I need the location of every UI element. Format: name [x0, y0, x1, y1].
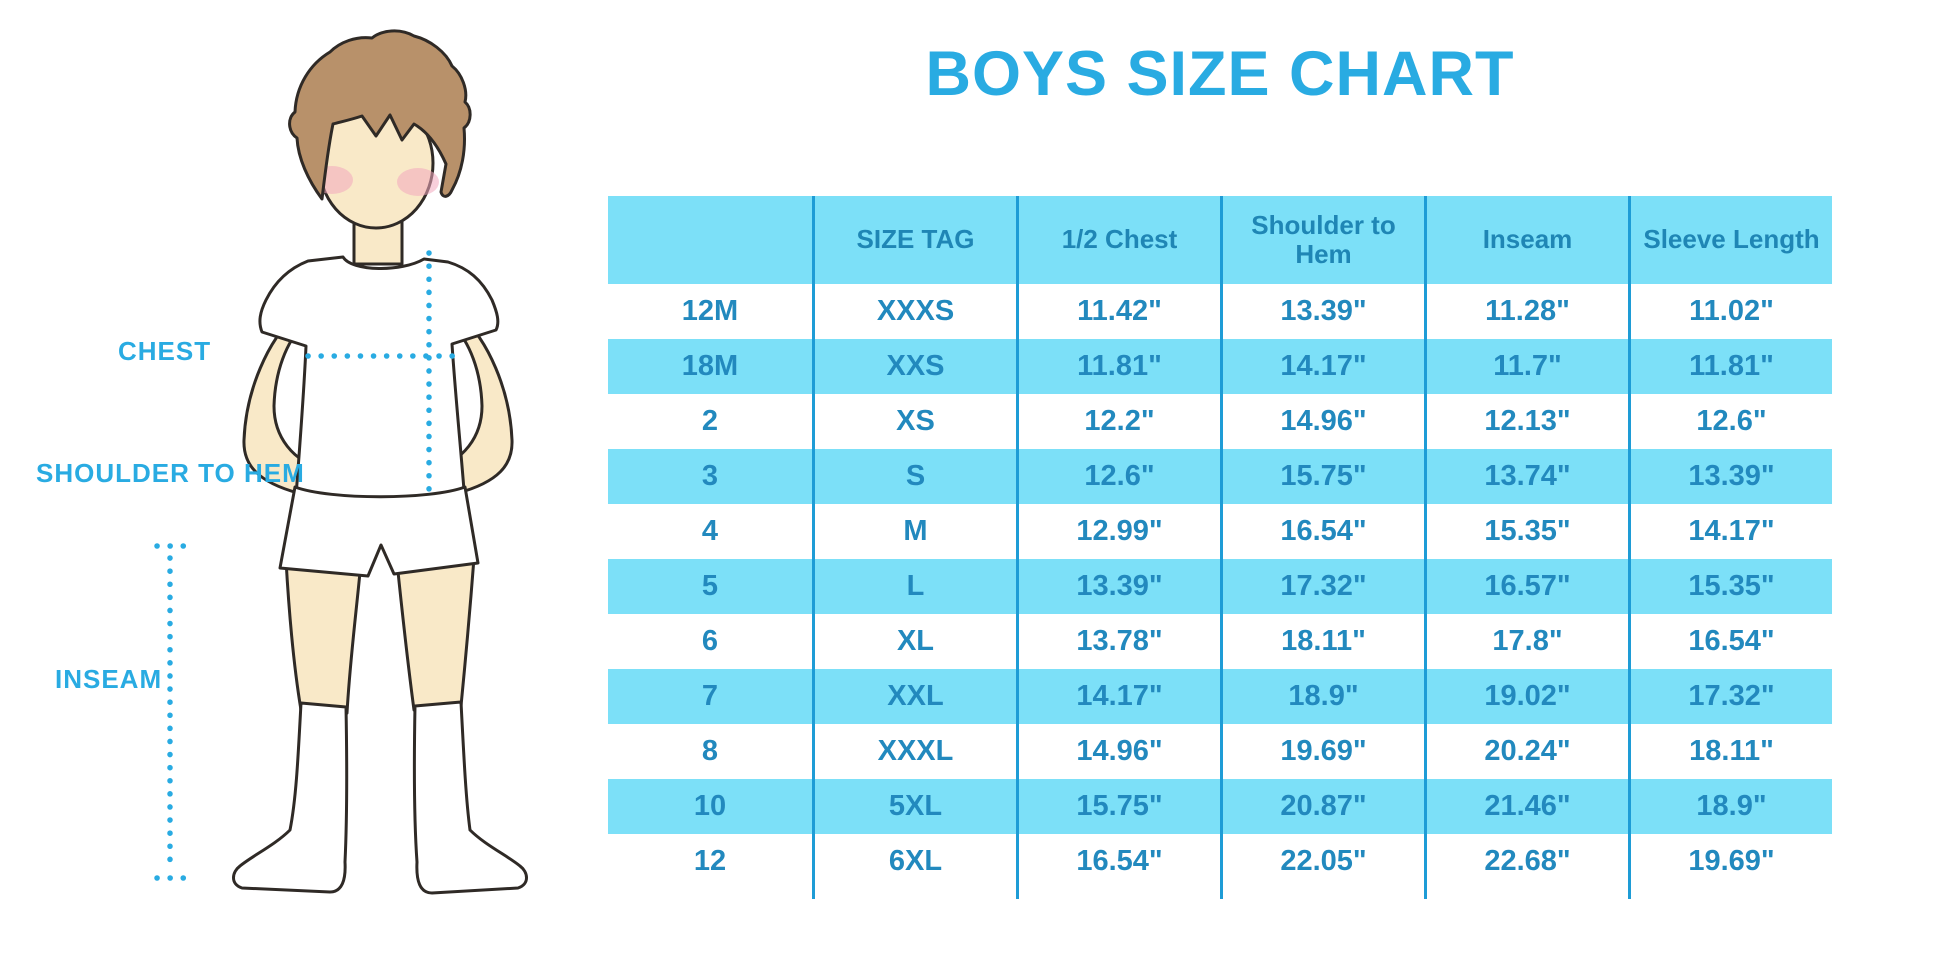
table-cell: 22.68" — [1424, 834, 1628, 889]
table-cell: L — [812, 559, 1016, 614]
table-cell: 16.57" — [1424, 559, 1628, 614]
table-cell: 17.8" — [1424, 614, 1628, 669]
table-cell: 22.05" — [1220, 834, 1424, 889]
table-cell: 17.32" — [1220, 559, 1424, 614]
inseam-label: INSEAM — [55, 664, 163, 694]
table-cell: XXXS — [812, 284, 1016, 339]
table-cell: 15.75" — [1016, 779, 1220, 834]
table-cell: 15.75" — [1220, 449, 1424, 504]
table-cell: 20.24" — [1424, 724, 1628, 779]
divider-stub — [1016, 889, 1220, 899]
table-header-shoulder-to-hem: Shoulder to Hem — [1220, 196, 1424, 284]
table-header-inseam: Inseam — [1424, 196, 1628, 284]
row-size-label: 5 — [608, 559, 812, 614]
table-cell: 11.28" — [1424, 284, 1628, 339]
table-cell: 12.6" — [1016, 449, 1220, 504]
table-cell: 18.9" — [1220, 669, 1424, 724]
row-size-label: 12M — [681, 295, 739, 327]
boy-hair — [288, 29, 472, 201]
table-cell: 19.69" — [1628, 834, 1832, 889]
boy-right-sock — [412, 700, 528, 895]
boy-illustration: CHEST SHOULDER TO HEM INSEAM — [0, 0, 640, 973]
divider-stub — [608, 889, 812, 899]
row-size-label: 6 — [701, 625, 719, 657]
boy-shorts — [278, 485, 480, 578]
divider-stub — [812, 889, 1016, 899]
row-size-label: 2 — [701, 405, 719, 437]
table-cell: 19.69" — [1220, 724, 1424, 779]
table-cell: 13.39" — [1220, 284, 1424, 339]
table-cell: 11.02" — [1628, 284, 1832, 339]
table-cell: 12.2" — [1016, 394, 1220, 449]
table-cell: XXS — [812, 339, 1016, 394]
table-cell: 6XL — [812, 834, 1016, 889]
shoulder-to-hem-label: SHOULDER TO HEM — [36, 458, 305, 488]
table-cell: 16.54" — [1628, 614, 1832, 669]
table-cell: 5XL — [812, 779, 1016, 834]
inseam-measure-line — [154, 543, 196, 881]
table-cell: 15.35" — [1424, 504, 1628, 559]
table-cell: 18.11" — [1628, 724, 1832, 779]
table-cell: 14.96" — [1220, 394, 1424, 449]
boy-figure-graphic — [154, 29, 528, 895]
table-cell: XS — [812, 394, 1016, 449]
table-header-half-chest: 1/2 Chest — [1016, 196, 1220, 284]
row-size-label: 8 — [701, 735, 719, 767]
table-cell: XXL — [812, 669, 1016, 724]
page-title: BOYS SIZE CHART — [925, 39, 1515, 109]
table-cell: 14.96" — [1016, 724, 1220, 779]
table-cell: 11.42" — [1016, 284, 1220, 339]
chest-label: CHEST — [118, 336, 212, 366]
table-cell: 14.17" — [1628, 504, 1832, 559]
boy-right-blush — [397, 168, 439, 196]
table-cell: 12.13" — [1424, 394, 1628, 449]
table-cell: 16.54" — [1016, 834, 1220, 889]
table-cell: 16.54" — [1220, 504, 1424, 559]
table-cell: 11.7" — [1424, 339, 1628, 394]
row-size-label: 3 — [608, 449, 812, 504]
table-header-sleeve-length: Sleeve Length — [1628, 196, 1832, 284]
table-header-size-tag: SIZE TAG — [812, 196, 1016, 284]
table-cell: 19.02" — [1424, 669, 1628, 724]
divider-stub — [1628, 889, 1832, 899]
row-size-label: 10 — [608, 779, 812, 834]
table-cell: 20.87" — [1220, 779, 1424, 834]
table-cell: 14.17" — [1016, 669, 1220, 724]
table-cell: 13.78" — [1016, 614, 1220, 669]
table-cell: 18.9" — [1628, 779, 1832, 834]
row-size-label: 18M — [608, 339, 812, 394]
row-size-label: 7 — [608, 669, 812, 724]
table-cell: 11.81" — [1628, 339, 1832, 394]
boy-left-leg — [284, 558, 363, 715]
table-cell: 13.39" — [1628, 449, 1832, 504]
table-cell: 11.81" — [1016, 339, 1220, 394]
divider-stub — [1220, 889, 1424, 899]
row-size-label: 4 — [701, 515, 719, 547]
table-cell: 15.35" — [1628, 559, 1832, 614]
table-cell: 13.39" — [1016, 559, 1220, 614]
table-cell: XL — [812, 614, 1016, 669]
size-table: SIZE TAG 1/2 Chest Shoulder to Hem Insea… — [608, 196, 1832, 899]
table-cell: 13.74" — [1424, 449, 1628, 504]
table-cell: S — [812, 449, 1016, 504]
table-cell: 17.32" — [1628, 669, 1832, 724]
table-cell: XXXL — [812, 724, 1016, 779]
table-header-empty — [608, 196, 812, 284]
table-cell: M — [812, 504, 1016, 559]
boy-right-leg — [395, 556, 476, 712]
table-cell: 12.99" — [1016, 504, 1220, 559]
row-size-label: 12 — [693, 845, 727, 877]
divider-stub — [1424, 889, 1628, 899]
boy-left-sock — [232, 701, 349, 894]
table-cell: 21.46" — [1424, 779, 1628, 834]
table-cell: 14.17" — [1220, 339, 1424, 394]
table-cell: 18.11" — [1220, 614, 1424, 669]
table-cell: 12.6" — [1628, 394, 1832, 449]
